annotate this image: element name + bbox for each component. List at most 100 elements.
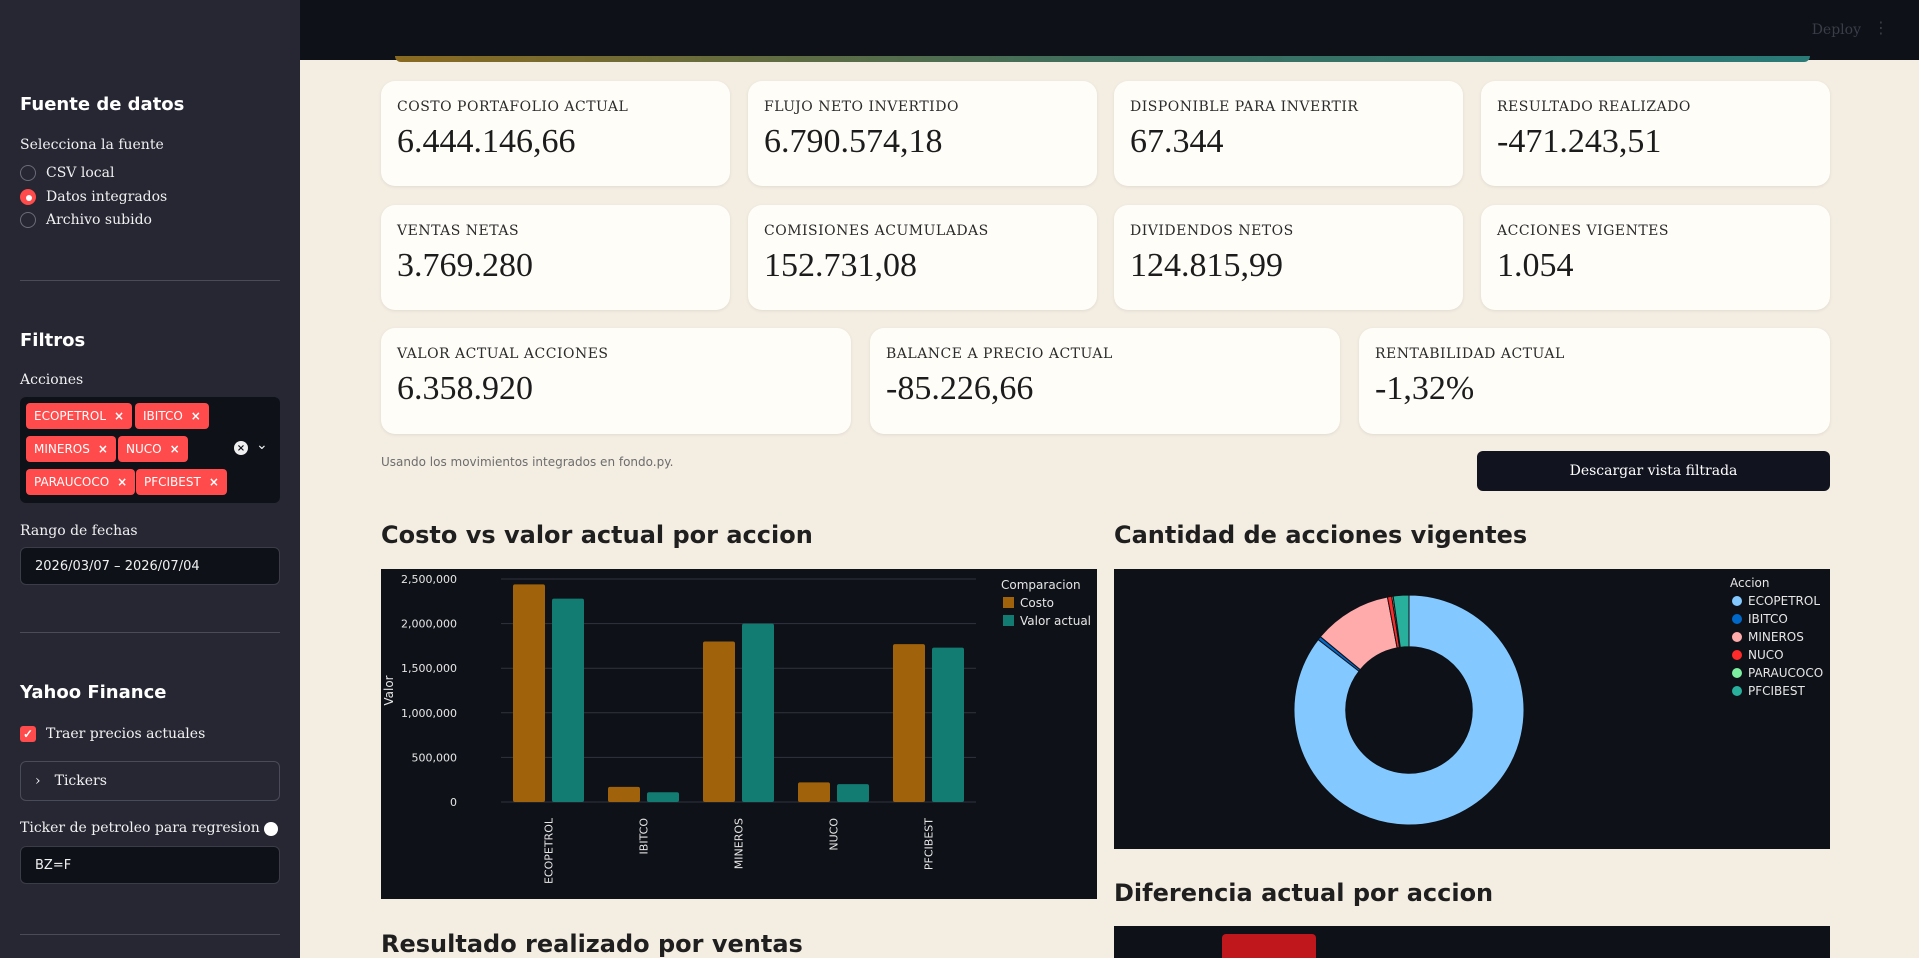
radio-csv-local[interactable]: CSV local — [20, 165, 114, 181]
radio-button[interactable] — [20, 212, 36, 228]
sidebar: Fuente de datos Selecciona la fuente CSV… — [0, 0, 300, 958]
bar-valor-actual — [647, 792, 679, 802]
check-icon[interactable]: ✓ — [20, 726, 36, 742]
legend-label: IBITCO — [1748, 612, 1788, 626]
close-icon[interactable]: × — [97, 442, 108, 456]
menu-icon[interactable]: ⋮ — [1873, 18, 1889, 37]
chip-ibitco[interactable]: IBITCO × — [135, 403, 209, 429]
radio-archivo-subido[interactable]: Archivo subido — [20, 212, 152, 228]
legend-label: PFCIBEST — [1748, 684, 1805, 698]
metric-value: 6.444.146,66 — [397, 123, 576, 160]
metric-value: 1.054 — [1497, 247, 1574, 284]
radio-button-selected[interactable] — [20, 189, 36, 205]
legend-swatch — [1732, 596, 1742, 606]
chip-mineros[interactable]: MINEROS × — [26, 436, 116, 462]
deploy-button[interactable]: Deploy — [1811, 22, 1861, 38]
chip-label: PARAUCOCO — [34, 475, 110, 489]
radio-datos-integrados[interactable]: Datos integrados — [20, 189, 167, 205]
stocks-label: Acciones — [20, 372, 84, 388]
bar-costo — [798, 782, 830, 802]
close-icon[interactable]: × — [169, 442, 180, 456]
bar-chart-container: 0 500,000 1,000,000 1,500,000 2,000,000 2,500… — [381, 569, 1097, 899]
date-range-input[interactable]: 2026/03/07 – 2026/07/04 — [20, 547, 280, 585]
help-dot-icon[interactable] — [264, 822, 278, 836]
sidebar-divider — [20, 632, 280, 633]
header-accent-strip — [395, 56, 1810, 62]
x-tick-label: NUCO — [828, 818, 841, 851]
chip-nuco[interactable]: NUCO × — [118, 436, 188, 462]
download-filtered-button[interactable]: Descargar vista filtrada — [1477, 451, 1830, 491]
bar-valor-actual — [932, 647, 964, 802]
metric-label: DISPONIBLE PARA INVERTIR — [1130, 99, 1359, 115]
bar-valor-actual — [742, 623, 774, 802]
metric-label: VALOR ACTUAL ACCIONES — [397, 346, 609, 362]
close-icon[interactable]: × — [117, 475, 128, 489]
y-axis-label: Valor — [382, 675, 396, 705]
legend-label: ECOPETROL — [1748, 594, 1820, 608]
sidebar-divider — [20, 280, 280, 281]
metric-card-ventas-netas: VENTAS NETAS 3.769.280 — [381, 205, 730, 310]
chip-label: PFCIBEST — [144, 475, 201, 489]
date-range-label: Rango de fechas — [20, 523, 138, 539]
donut-slice-ecopetrol — [1293, 594, 1525, 826]
x-tick-label: ECOPETROL — [543, 817, 556, 884]
tickers-expander[interactable]: › Tickers — [20, 761, 280, 801]
x-tick-label: PFCIBEST — [923, 818, 936, 870]
bar-valor-actual — [837, 784, 869, 802]
metric-card-costo-portafolio: COSTO PORTAFOLIO ACTUAL 6.444.146,66 — [381, 81, 730, 186]
bar-valor-actual — [552, 598, 584, 802]
x-tick-label: MINEROS — [733, 818, 746, 869]
bar-costo — [703, 641, 735, 802]
y-tick-label: 2,000,000 — [401, 618, 457, 631]
donut-chart-svg: Accion ECOPETROL IBITCO MINEROS NUCO PARAUCOC… — [1293, 576, 1823, 826]
metric-value: -85.226,66 — [886, 370, 1034, 407]
metric-label: VENTAS NETAS — [397, 223, 520, 239]
metric-card-valor-actual: VALOR ACTUAL ACCIONES 6.358.920 — [381, 328, 851, 434]
metric-value: 6.790.574,18 — [764, 123, 943, 160]
clear-all-icon[interactable]: × — [234, 441, 248, 455]
metric-value: 67.344 — [1130, 123, 1224, 160]
metric-card-acciones-vigentes: ACCIONES VIGENTES 1.054 — [1481, 205, 1830, 310]
bar-chart-title: Costo vs valor actual por accion — [381, 521, 813, 549]
metric-card-resultado-realizado: RESULTADO REALIZADO -471.243,51 — [1481, 81, 1830, 186]
chip-label: MINEROS — [34, 442, 90, 456]
realized-chart-title: Resultado realizado por ventas — [381, 930, 803, 958]
close-icon[interactable]: × — [190, 409, 201, 423]
legend-title: Accion — [1730, 576, 1769, 590]
metric-value: -471.243,51 — [1497, 123, 1662, 160]
legend-swatch — [1732, 650, 1742, 660]
diff-bar — [1222, 934, 1316, 958]
fetch-prices-checkbox[interactable]: ✓ Traer precios actuales — [20, 726, 205, 742]
metric-card-flujo-neto: FLUJO NETO INVERTIDO 6.790.574,18 — [748, 81, 1097, 186]
donut-chart-title: Cantidad de acciones vigentes — [1114, 521, 1528, 549]
legend-label: Valor actual — [1020, 614, 1091, 628]
y-tick-label: 0 — [450, 796, 457, 809]
radio-button[interactable] — [20, 165, 36, 181]
metric-card-balance: BALANCE A PRECIO ACTUAL -85.226,66 — [870, 328, 1340, 434]
chevron-right-icon: › — [35, 773, 41, 789]
chip-pfcibest[interactable]: PFCIBEST × — [136, 469, 227, 495]
bar-costo — [513, 584, 545, 802]
legend-swatch — [1732, 668, 1742, 678]
legend-label: MINEROS — [1748, 630, 1804, 644]
metric-label: DIVIDENDOS NETOS — [1130, 223, 1294, 239]
metric-value: 124.815,99 — [1130, 247, 1283, 284]
y-tick-label: 2,500,000 — [401, 573, 457, 586]
chip-ecopetrol[interactable]: ECOPETROL × — [26, 403, 133, 429]
radio-label: Datos integrados — [46, 189, 168, 205]
bar-costo — [893, 644, 925, 802]
close-icon[interactable]: × — [114, 409, 125, 423]
y-tick-label: 1,500,000 — [401, 662, 457, 675]
oil-ticker-input[interactable]: BZ=F — [20, 846, 280, 884]
top-bar: Deploy ⋮ — [300, 0, 1919, 60]
chip-paraucoco[interactable]: PARAUCOCO × — [26, 469, 136, 495]
legend-label: PARAUCOCO — [1748, 666, 1823, 680]
chevron-down-icon[interactable]: ⌄ — [256, 437, 268, 453]
radio-label: Archivo subido — [46, 212, 152, 228]
chip-label: ECOPETROL — [34, 409, 107, 423]
metric-label: RESULTADO REALIZADO — [1497, 99, 1691, 115]
stocks-multiselect[interactable]: ECOPETROL × IBITCO × MINEROS × NUCO × PA… — [20, 397, 280, 503]
close-icon[interactable]: × — [208, 475, 219, 489]
radio-label: CSV local — [46, 165, 115, 181]
metric-label: COSTO PORTAFOLIO ACTUAL — [397, 99, 629, 115]
